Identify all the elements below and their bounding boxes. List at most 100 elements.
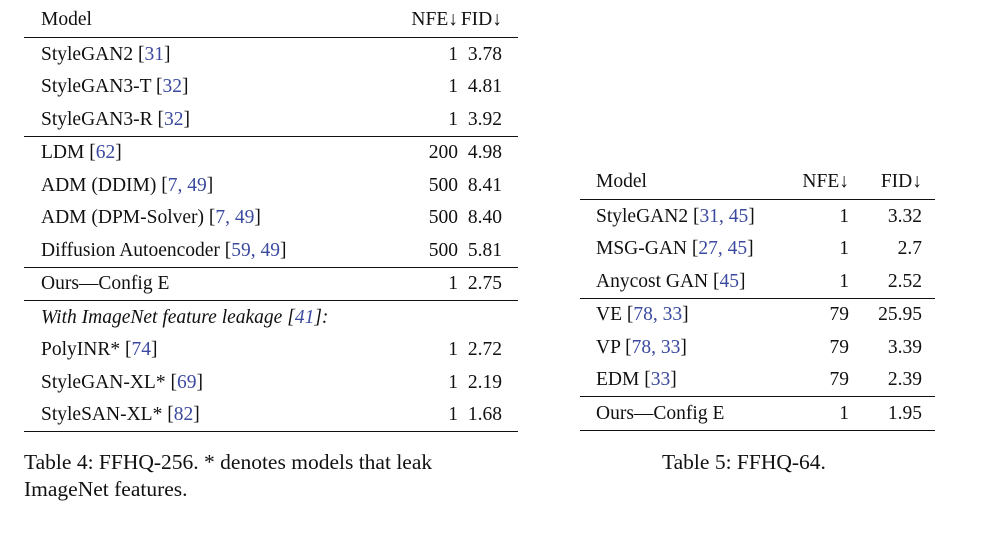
table-row: LDM [62] 200 4.98	[24, 135, 518, 169]
table-row: StyleGAN3-T [32] 1 4.81	[24, 71, 518, 104]
citation-refs[interactable]: 31, 45	[699, 205, 749, 227]
citation: [59, 49]	[219, 239, 287, 261]
citation: [62]	[84, 142, 122, 163]
model-cell: Diffusion Autoencoder [59, 49]	[24, 234, 354, 267]
fid-cell: 4.98	[458, 135, 518, 169]
citation-refs[interactable]: 32	[163, 108, 184, 130]
table-row: StyleGAN2 [31, 45] 1 3.32	[580, 200, 935, 233]
table-row: MSG-GAN [27, 45] 1 2.7	[580, 233, 935, 266]
model-name: Anycost GAN	[596, 270, 709, 292]
table-row: StyleGAN2 [31] 1 3.78	[24, 38, 518, 71]
fid-cell: 3.32	[887, 205, 922, 227]
citation-refs[interactable]: 41	[294, 306, 315, 328]
leakage-heading-suffix: :	[321, 306, 329, 328]
fid-cell: 1.68	[458, 398, 518, 432]
citation-refs[interactable]: 69	[176, 371, 197, 393]
table-row: Ours—Config E 1 2.75	[24, 266, 518, 301]
model-cell: StyleGAN2 [31]	[24, 38, 354, 71]
fid-cell: 3.39	[887, 336, 922, 358]
nfe-cell: 200	[354, 135, 458, 169]
fid-cell: 2.39	[887, 369, 922, 390]
table-5-caption: Table 5: FFHQ-64.	[662, 449, 826, 476]
nfe-cell: 1	[448, 76, 458, 97]
fid-cell: 2.72	[467, 339, 502, 360]
citation: [33]	[639, 369, 677, 390]
model-name: StyleGAN3-T	[41, 76, 152, 97]
citation-refs[interactable]: 45	[719, 270, 740, 292]
model-name: Ours—Config E	[596, 402, 725, 424]
model-cell: ADM (DPM-Solver) [7, 49]	[24, 202, 354, 235]
model-cell: StyleGAN3-T [32]	[24, 71, 354, 104]
model-cell: Anycost GAN [45]	[580, 265, 785, 298]
citation-refs[interactable]: 62	[95, 142, 116, 163]
fid-cell: 2.75	[458, 266, 518, 301]
table-5-body: StyleGAN2 [31, 45] 1 3.32 MSG-GAN [27, 45] 1…	[580, 200, 935, 431]
citation-refs[interactable]: 27, 45	[698, 238, 748, 259]
nfe-cell: 1	[354, 398, 458, 432]
table-4: Model NFE↓ FID↓ StyleGAN2 [31] 1 3.78 Style…	[24, 3, 518, 432]
model-cell: LDM [62]	[24, 135, 354, 169]
citation: [69]	[165, 371, 203, 393]
nfe-cell: 79	[829, 369, 850, 390]
fid-cell: 5.81	[467, 239, 502, 261]
fid-cell: 25.95	[849, 297, 935, 331]
fid-cell: 3.78	[467, 43, 502, 65]
model-cell: Ours—Config E	[24, 266, 354, 301]
table-row: Ours—Config E 1 1.95	[580, 396, 935, 431]
citation-refs[interactable]: 78, 33	[631, 336, 681, 358]
header-model: Model	[580, 165, 785, 200]
citation-refs[interactable]: 31	[144, 43, 164, 65]
citation-refs[interactable]: 33	[650, 369, 671, 390]
model-name: MSG-GAN	[596, 238, 688, 259]
citation-refs[interactable]: 7, 49	[167, 174, 207, 196]
citation-refs[interactable]: 74	[131, 339, 151, 360]
citation-refs[interactable]: 78, 33	[633, 304, 683, 325]
model-name: StyleGAN3-R	[41, 108, 153, 130]
citation: [31, 45]	[688, 205, 755, 227]
table-4-header-row: Model NFE↓ FID↓	[24, 3, 518, 38]
header-nfe: NFE↓	[785, 165, 849, 200]
fid-cell: 2.52	[887, 270, 922, 292]
model-name: StyleGAN2	[596, 205, 689, 227]
fid-cell: 8.41	[467, 174, 502, 196]
model-name: Diffusion Autoencoder	[41, 239, 220, 261]
header-model: Model	[24, 3, 354, 38]
nfe-cell: 79	[785, 297, 849, 331]
citation-refs[interactable]: 82	[173, 404, 194, 425]
citation: [32]	[152, 108, 190, 130]
nfe-cell: 500	[428, 239, 458, 261]
model-name: ADM (DPM-Solver)	[41, 207, 205, 228]
citation: [74]	[120, 339, 158, 360]
nfe-cell: 1	[839, 238, 849, 259]
nfe-cell: 500	[428, 174, 458, 196]
nfe-cell: 1	[839, 270, 849, 292]
table-row: Anycost GAN [45] 1 2.52	[580, 265, 935, 298]
citation: [78, 33]	[622, 304, 689, 325]
model-name: VE	[596, 304, 622, 325]
header-fid: FID↓	[849, 165, 935, 200]
citation-refs[interactable]: 7, 49	[215, 207, 255, 228]
caption-line: Table 4: FFHQ-256. * denotes models that…	[24, 450, 433, 474]
fid-cell: 1.95	[849, 396, 935, 431]
model-cell: StyleGAN-XL* [69]	[24, 366, 354, 399]
nfe-cell: 1	[354, 266, 458, 301]
model-name: Ours—Config E	[41, 273, 170, 294]
fid-cell: 2.19	[467, 371, 502, 393]
table-row: VE [78, 33] 79 25.95	[580, 297, 935, 331]
table-row: ADM (DPM-Solver) [7, 49] 500 8.40	[24, 202, 518, 235]
model-name: StyleSAN-XL*	[41, 404, 163, 425]
citation: [7, 49]	[204, 207, 261, 228]
table-row: StyleGAN-XL* [69] 1 2.19	[24, 366, 518, 399]
fid-cell: 8.40	[467, 207, 502, 228]
model-name: LDM	[41, 142, 85, 163]
model-name: EDM	[596, 369, 640, 390]
table-5: Model NFE↓ FID↓ StyleGAN2 [31, 45] 1 3.32 M…	[580, 165, 935, 431]
citation: [31]	[133, 43, 171, 65]
table-row: VP [78, 33] 79 3.39	[580, 331, 935, 364]
citation-refs[interactable]: 32	[162, 76, 183, 97]
model-cell: Ours—Config E	[580, 396, 785, 431]
fid-cell: 2.7	[897, 238, 922, 259]
model-cell: MSG-GAN [27, 45]	[580, 233, 785, 266]
citation: [7, 49]	[156, 174, 214, 196]
citation-refs[interactable]: 59, 49	[231, 239, 281, 261]
